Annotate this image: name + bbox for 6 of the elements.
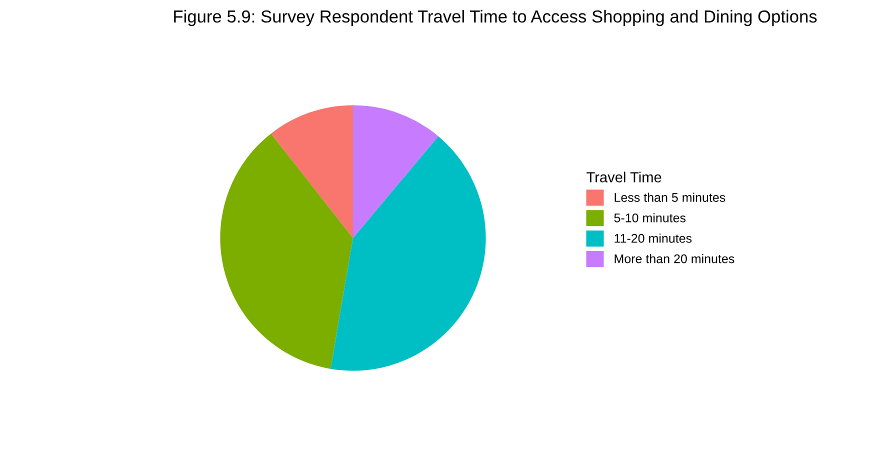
chart-title: Figure 5.9: Survey Respondent Travel Time to Access Shopping and Dining Options <box>174 10 817 26</box>
legend-label: Less than 5 minutes <box>614 192 726 202</box>
legend-label: 5-10 minutes <box>614 213 686 222</box>
legend-label: More than 20 minutes <box>614 254 734 264</box>
legend-label: 11-20 minutes <box>614 234 692 243</box>
legend-title: Travel Time <box>586 172 662 182</box>
